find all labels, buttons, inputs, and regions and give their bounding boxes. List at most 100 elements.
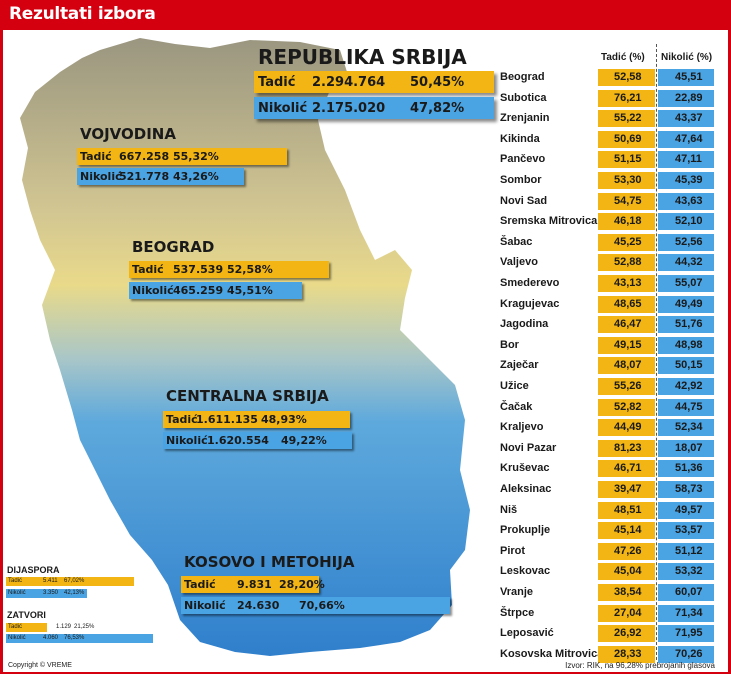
nikolic-bar bbox=[658, 337, 714, 354]
vojvodina-tadic-votes: 667.258 bbox=[119, 150, 170, 163]
kosovo-nikolic-bar: Nikolić 24.630 70,66% bbox=[181, 597, 450, 614]
city-name: Zrenjanin bbox=[500, 112, 550, 124]
tadic-value-label: 27,04 bbox=[614, 607, 642, 619]
nikolic-bar bbox=[658, 69, 714, 86]
nikolic-bar bbox=[658, 234, 714, 251]
dijaspora-nikolic-bar: Nikolić 3.350 42,13% bbox=[6, 589, 87, 598]
centralna-nikolic-pct: 49,22% bbox=[281, 434, 327, 447]
tadic-bar bbox=[598, 399, 655, 416]
region-title-kosovo: KOSOVO I METOHIJA bbox=[184, 553, 355, 571]
nikolic-value-label: 51,36 bbox=[675, 462, 703, 474]
nikolic-value-label: 60,07 bbox=[675, 586, 703, 598]
nikolic-value-label: 52,10 bbox=[675, 215, 703, 227]
tadic-bar bbox=[598, 69, 655, 86]
tadic-value-label: 45,25 bbox=[614, 236, 642, 248]
tadic-bar bbox=[598, 419, 655, 436]
nikolic-bar bbox=[658, 625, 714, 642]
tadic-value-label: 51,15 bbox=[614, 153, 642, 165]
nikolic-value-label: 70,26 bbox=[675, 648, 703, 660]
dijaspora-tadic-pct: 67,02% bbox=[64, 578, 85, 584]
republic-tadic-votes: 2.294.764 bbox=[312, 75, 386, 90]
nikolic-bar bbox=[658, 193, 714, 210]
nikolic-bar bbox=[658, 131, 714, 148]
zatvori-tadic-bar: Tadić 1.129 21,25% bbox=[6, 623, 94, 632]
tadic-bar bbox=[598, 131, 655, 148]
nikolic-value-label: 47,11 bbox=[675, 153, 702, 165]
city-name: Kosovska Mitrovica bbox=[500, 648, 604, 660]
city-name: Sremska Mitrovica bbox=[500, 215, 598, 227]
nikolic-value-label: 52,34 bbox=[675, 421, 703, 433]
tadic-value-label: 43,13 bbox=[614, 277, 642, 289]
nikolic-value-label: 45,39 bbox=[675, 174, 703, 186]
city-name: Štrpce bbox=[500, 607, 535, 619]
kosovo-tadic-name: Tadić bbox=[184, 578, 216, 591]
republic-tadic-pct: 50,45% bbox=[410, 75, 465, 90]
centralna-tadic-pct: 48,93% bbox=[261, 413, 307, 426]
city-name: Leskovac bbox=[500, 565, 551, 577]
nikolic-bar bbox=[658, 440, 714, 457]
city-name: Pirot bbox=[500, 545, 526, 557]
nikolic-value-label: 44,75 bbox=[675, 401, 703, 413]
tadic-value-label: 53,30 bbox=[614, 174, 642, 186]
nikolic-value-label: 18,07 bbox=[675, 442, 703, 454]
beograd-nikolic-name: Nikolić bbox=[132, 284, 174, 297]
nikolic-value-label: 58,73 bbox=[675, 483, 703, 495]
city-name: Leposavić bbox=[500, 627, 554, 639]
col-header-nikolic: Nikolić (%) bbox=[661, 52, 713, 63]
nikolic-value-label: 49,57 bbox=[675, 504, 703, 516]
city-name: Beograd bbox=[500, 71, 545, 83]
tadic-value-label: 45,04 bbox=[614, 565, 642, 577]
nikolic-bar bbox=[658, 481, 714, 498]
tadic-value-label: 48,07 bbox=[614, 359, 642, 371]
region-title-beograd: BEOGRAD bbox=[132, 238, 215, 256]
dijaspora-title: DIJASPORA bbox=[7, 565, 60, 575]
frame-border bbox=[0, 30, 731, 674]
city-name: Bor bbox=[500, 339, 519, 351]
nikolic-value-label: 50,15 bbox=[675, 359, 703, 371]
nikolic-bar bbox=[658, 357, 714, 374]
dijaspora-nikolic-votes: 3.350 bbox=[43, 590, 59, 596]
centralna-nikolic-bar: Nikolić 1.620.554 49,22% bbox=[163, 432, 352, 449]
tadic-value-label: 38,54 bbox=[614, 586, 642, 598]
tadic-value-label: 39,47 bbox=[614, 483, 642, 495]
nikolic-bar bbox=[658, 213, 714, 230]
nikolic-value-label: 22,89 bbox=[675, 92, 703, 104]
nikolic-bar bbox=[658, 522, 714, 539]
kosovo-tadic-bar: Tadić 9.831 28,20% bbox=[181, 576, 325, 593]
tadic-value-label: 44,49 bbox=[614, 421, 642, 433]
beograd-tadic-bar: Tadić 537.539 52,58% bbox=[129, 261, 329, 278]
map-shape bbox=[20, 38, 470, 656]
vojvodina-tadic-name: Tadić bbox=[80, 150, 112, 163]
kosovo-nikolic-pct: 70,66% bbox=[299, 599, 345, 612]
nikolic-value-label: 43,37 bbox=[675, 112, 703, 124]
header-bar: Rezultati izbora bbox=[0, 0, 731, 30]
tadic-bar bbox=[598, 254, 655, 271]
region-title-vojvodina: VOJVODINA bbox=[80, 125, 176, 143]
dijaspora-tadic-bar: Tadić 5.411 67,02% bbox=[6, 577, 134, 586]
column-divider bbox=[656, 44, 657, 660]
nikolic-bar bbox=[658, 563, 714, 580]
dijaspora-nikolic-name: Nikolić bbox=[8, 590, 26, 596]
tadic-value-label: 46,47 bbox=[614, 318, 642, 330]
tadic-bar bbox=[598, 522, 655, 539]
nikolic-value-label: 42,92 bbox=[675, 380, 703, 392]
kosovo-tadic-votes: 9.831 bbox=[237, 578, 272, 591]
kosovo-nikolic-votes: 24.630 bbox=[237, 599, 280, 612]
tadic-value-label: 46,18 bbox=[614, 215, 642, 227]
republic-nikolic-name: Nikolić bbox=[258, 101, 308, 116]
nikolic-bar bbox=[658, 646, 714, 663]
tadic-bar bbox=[598, 151, 655, 168]
nikolic-bar bbox=[658, 460, 714, 477]
tadic-bar bbox=[598, 357, 655, 374]
nikolic-value-label: 71,34 bbox=[675, 607, 703, 619]
nikolic-value-label: 51,12 bbox=[675, 545, 703, 557]
serbia-map bbox=[20, 38, 470, 656]
nikolic-bar bbox=[658, 543, 714, 560]
tadic-bar bbox=[598, 213, 655, 230]
nikolic-bar bbox=[658, 172, 714, 189]
nikolic-value-label: 53,32 bbox=[675, 565, 703, 577]
centralna-tadic-votes: 1.611.135 bbox=[196, 413, 258, 426]
copyright: Copyright © VREME bbox=[8, 662, 72, 669]
tadic-bar bbox=[598, 502, 655, 519]
beograd-tadic-votes: 537.539 bbox=[173, 263, 224, 276]
